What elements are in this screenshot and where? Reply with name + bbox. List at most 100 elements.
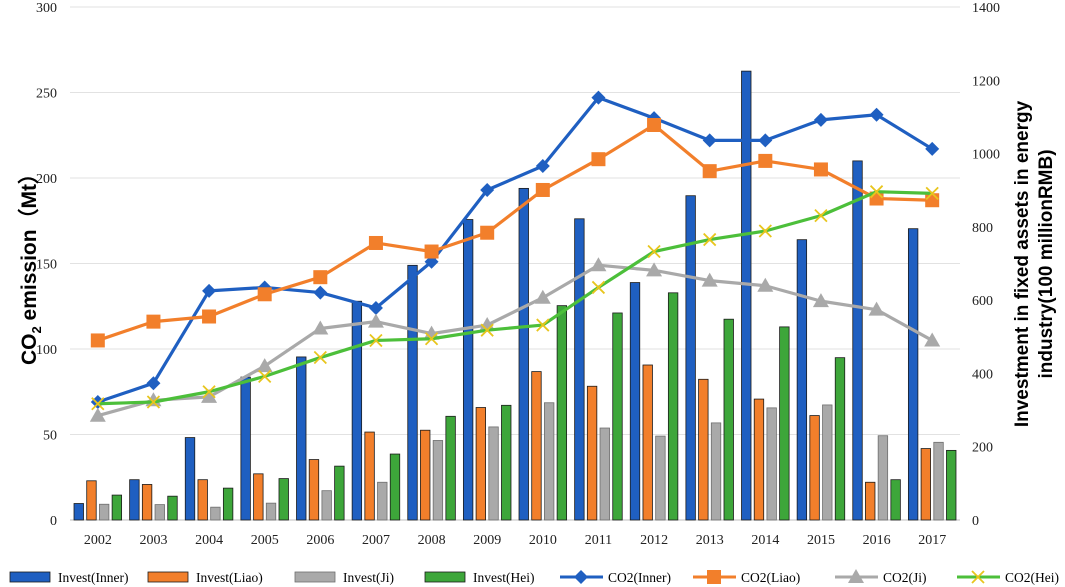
bar-investinner xyxy=(407,264,418,521)
bar-investliao xyxy=(920,448,931,521)
bar-investinner xyxy=(73,503,84,521)
left-tick-label: 0 xyxy=(50,514,57,529)
right-tick-label: 200 xyxy=(972,441,993,456)
point-co2hei xyxy=(313,350,327,365)
point-co2inner xyxy=(146,376,161,391)
legend-label-co2ji: CO2(Ji) xyxy=(883,570,927,585)
left-axis-title-main: CO xyxy=(18,334,41,366)
bar-investliao xyxy=(197,479,208,521)
bar-investinner xyxy=(184,437,196,521)
point-co2inner xyxy=(813,112,828,127)
left-axis-ticks: 0 50 100 150 200 250 300 xyxy=(36,1,57,529)
point-co2liao xyxy=(313,270,328,285)
bar-investji xyxy=(321,490,332,521)
point-co2inner xyxy=(202,283,217,298)
right-axis-ticks: 0 200 400 600 800 1000 1200 1400 xyxy=(972,1,1000,529)
point-co2hei xyxy=(925,186,939,201)
bar-investji xyxy=(655,435,666,521)
legend-label-co2inner: CO2(Inner) xyxy=(608,570,671,585)
point-co2inner xyxy=(591,90,606,105)
point-co2ji xyxy=(256,358,273,373)
x-tick-label: 2006 xyxy=(306,533,334,548)
point-co2liao xyxy=(535,182,550,197)
bar-investliao xyxy=(531,371,542,521)
bar-investliao xyxy=(809,415,820,521)
legend-marker-co2hei xyxy=(971,570,985,584)
point-co2ji xyxy=(534,289,551,304)
point-co2hei xyxy=(146,395,161,409)
left-tick-label: 300 xyxy=(36,1,57,16)
point-co2hei xyxy=(424,332,439,346)
right-axis-title-line1: Investment in fixed assets in energy xyxy=(1012,100,1033,427)
bar-investhei xyxy=(612,312,623,521)
point-co2inner xyxy=(313,285,328,300)
point-co2inner xyxy=(480,182,495,197)
x-tick-label: 2002 xyxy=(84,533,112,548)
point-co2ji xyxy=(868,301,885,316)
point-co2hei xyxy=(591,280,606,295)
x-tick-label: 2009 xyxy=(473,533,501,548)
bar-investhei xyxy=(222,487,234,521)
bar-investhei xyxy=(389,453,401,521)
point-co2ji xyxy=(812,293,829,308)
legend-swatch-investhei xyxy=(424,571,466,583)
left-tick-label: 50 xyxy=(43,429,57,444)
bar-investhei xyxy=(445,415,456,521)
bar-investhei xyxy=(946,449,957,521)
line-co2inner xyxy=(97,96,934,404)
bar-investinner xyxy=(629,282,641,521)
legend-label-investhei: Invest(Hei) xyxy=(473,570,534,585)
line-co2liao xyxy=(97,123,933,342)
left-axis-title: CO2 emission（Mt） xyxy=(17,163,44,365)
right-tick-label: 400 xyxy=(972,367,993,382)
point-co2hei xyxy=(703,232,717,247)
point-co2ji xyxy=(590,257,607,272)
point-co2inner xyxy=(869,107,884,122)
bar-investliao xyxy=(86,480,97,521)
x-tick-label: 2013 xyxy=(696,533,724,548)
right-tick-label: 1000 xyxy=(972,148,1000,163)
point-co2liao xyxy=(591,152,606,167)
point-co2inner xyxy=(368,300,383,315)
bar-investhei xyxy=(890,479,901,521)
legend-label-investji: Invest(Ji) xyxy=(343,570,394,585)
bar-investinner xyxy=(462,219,474,521)
bar-investinner xyxy=(240,376,251,521)
bar-investliao xyxy=(642,364,653,521)
right-axis-title-line2: industry(100 millionRMB) xyxy=(1036,149,1057,378)
right-tick-label: 1200 xyxy=(972,74,1000,89)
bar-investliao xyxy=(420,429,431,521)
point-co2liao xyxy=(480,225,495,240)
x-tick-label: 2017 xyxy=(918,533,946,548)
bar-investji xyxy=(710,422,722,521)
legend-label-co2hei: CO2(Hei) xyxy=(1005,570,1059,585)
point-co2liao xyxy=(647,117,662,132)
bar-investinner xyxy=(741,70,752,521)
bar-investliao xyxy=(475,407,486,521)
point-co2hei xyxy=(869,185,884,199)
point-co2liao xyxy=(202,309,217,324)
bar-investji xyxy=(154,504,165,521)
bar-investji xyxy=(99,503,110,521)
bar-investliao xyxy=(753,398,765,521)
bar-investliao xyxy=(253,473,264,521)
x-tick-label: 2005 xyxy=(251,533,279,548)
point-co2ji xyxy=(924,332,941,347)
point-co2hei xyxy=(814,208,828,223)
x-axis-ticks: 2002 2003 2004 2005 2006 2007 2008 2009 2010 2011… xyxy=(84,533,946,548)
left-tick-label: 250 xyxy=(36,87,57,102)
legend-label-co2liao: CO2(Liao) xyxy=(741,570,800,585)
point-co2inner xyxy=(535,159,550,174)
bar-investinner xyxy=(907,228,919,521)
point-co2liao xyxy=(424,244,439,259)
legend-swatch-investji xyxy=(294,571,336,583)
bar-investji xyxy=(933,441,944,521)
point-co2liao xyxy=(90,333,105,348)
left-axis-title-sub: 2 xyxy=(29,326,44,333)
bar-investji xyxy=(265,502,277,521)
bar-investhei xyxy=(723,318,734,521)
line-co2hei xyxy=(97,190,933,406)
bar-investinner xyxy=(129,479,140,521)
point-co2hei xyxy=(536,318,550,332)
